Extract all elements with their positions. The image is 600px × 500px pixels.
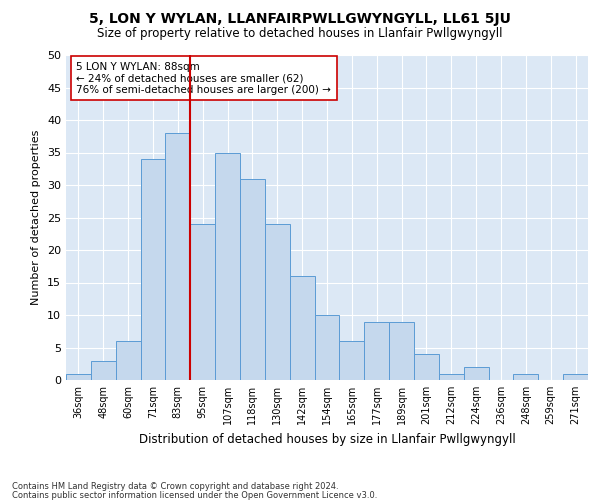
Bar <box>240 178 265 380</box>
X-axis label: Distribution of detached houses by size in Llanfair Pwllgwyngyll: Distribution of detached houses by size … <box>139 432 515 446</box>
Bar <box>91 360 116 380</box>
Text: 5 LON Y WYLAN: 88sqm
← 24% of detached houses are smaller (62)
76% of semi-detac: 5 LON Y WYLAN: 88sqm ← 24% of detached h… <box>76 62 331 94</box>
Bar <box>140 159 166 380</box>
Bar <box>116 341 140 380</box>
Bar <box>439 374 464 380</box>
Text: Contains HM Land Registry data © Crown copyright and database right 2024.: Contains HM Land Registry data © Crown c… <box>12 482 338 491</box>
Bar <box>563 374 588 380</box>
Bar <box>514 374 538 380</box>
Text: Contains public sector information licensed under the Open Government Licence v3: Contains public sector information licen… <box>12 490 377 500</box>
Bar <box>414 354 439 380</box>
Y-axis label: Number of detached properties: Number of detached properties <box>31 130 41 305</box>
Bar <box>265 224 290 380</box>
Bar <box>290 276 314 380</box>
Bar <box>190 224 215 380</box>
Bar <box>215 152 240 380</box>
Bar <box>364 322 389 380</box>
Bar <box>464 367 488 380</box>
Bar <box>340 341 364 380</box>
Bar <box>314 315 340 380</box>
Text: Size of property relative to detached houses in Llanfair Pwllgwyngyll: Size of property relative to detached ho… <box>97 28 503 40</box>
Text: 5, LON Y WYLAN, LLANFAIRPWLLGWYNGYLL, LL61 5JU: 5, LON Y WYLAN, LLANFAIRPWLLGWYNGYLL, LL… <box>89 12 511 26</box>
Bar <box>166 133 190 380</box>
Bar <box>66 374 91 380</box>
Bar <box>389 322 414 380</box>
